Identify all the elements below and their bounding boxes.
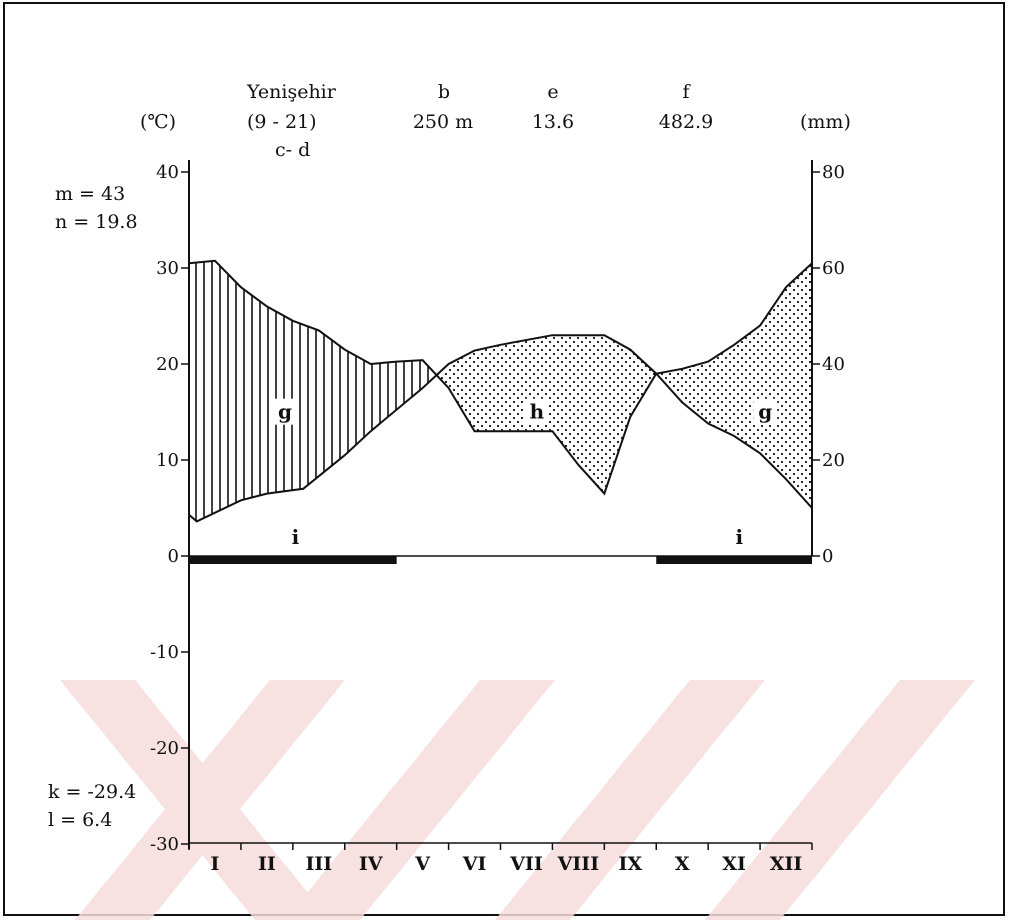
right-tick-label: 80	[822, 162, 845, 183]
right-tick-label: 60	[822, 258, 845, 279]
dry-period-fill	[436, 263, 812, 508]
month-label: II	[258, 853, 276, 875]
month-label: IX	[618, 853, 642, 875]
frost-label-right: i	[736, 525, 744, 549]
unit-left-label: (℃)	[140, 111, 176, 133]
watermark-chevrons	[60, 680, 975, 920]
left-tick-label: 20	[156, 354, 179, 375]
humid-period-fill	[189, 260, 437, 522]
precipitation-curve	[188, 259, 813, 496]
month-label: I	[211, 853, 220, 875]
month-label: XII	[770, 853, 803, 875]
watermark-stripe	[75, 680, 345, 920]
left-tick-label: -30	[150, 834, 179, 855]
left-tick-label: 40	[156, 162, 179, 183]
frost-period-bar	[189, 556, 397, 564]
left-tick-label: 30	[156, 258, 179, 279]
left-tick-label: -10	[150, 642, 179, 663]
frost-period-bar	[656, 556, 812, 564]
note-k: k = -29.4	[48, 781, 136, 803]
note-l: l = 6.4	[48, 809, 112, 831]
right-tick-label: 20	[822, 450, 845, 471]
month-label: XI	[722, 853, 746, 875]
dry-label: h	[530, 400, 545, 424]
altitude-value: 250 m	[413, 111, 473, 133]
month-label: VI	[462, 853, 487, 875]
left-tick-label: 10	[156, 450, 179, 471]
month-label: IV	[359, 853, 384, 875]
month-label: VIII	[557, 853, 600, 875]
left-tick-label: -20	[150, 738, 179, 759]
humid-label-right: g	[758, 400, 772, 424]
temperature-curve	[188, 334, 813, 523]
note-m: m = 43	[55, 183, 125, 205]
precip-key: f	[682, 81, 691, 103]
right-tick-label: 0	[822, 546, 833, 567]
month-label: VII	[509, 853, 543, 875]
altitude-key: b	[438, 81, 450, 103]
watermark-stripe	[495, 680, 765, 920]
station-sub: c- d	[275, 139, 310, 161]
right-tick-label: 40	[822, 354, 845, 375]
watermark-stripe	[705, 680, 975, 920]
humid-label-right-box	[753, 398, 778, 425]
station-years: (9 - 21)	[247, 111, 317, 133]
left-tick-label: 0	[168, 546, 179, 567]
mean-temp-key: e	[547, 81, 558, 103]
watermark-stripe	[285, 680, 555, 920]
precip-value: 482.9	[659, 111, 713, 133]
unit-right-label: (mm)	[800, 111, 851, 133]
note-n: n = 19.8	[55, 211, 138, 233]
month-label: III	[305, 853, 332, 875]
month-label: V	[414, 853, 431, 875]
frost-label-left: i	[292, 525, 300, 549]
humid-label-left: g	[278, 400, 292, 424]
station-name: Yenişehir	[246, 81, 337, 103]
dry-label-box	[524, 398, 549, 425]
humid-label-left-box	[273, 398, 298, 425]
month-label: X	[675, 853, 690, 875]
mean-temp-value: 13.6	[532, 111, 574, 133]
